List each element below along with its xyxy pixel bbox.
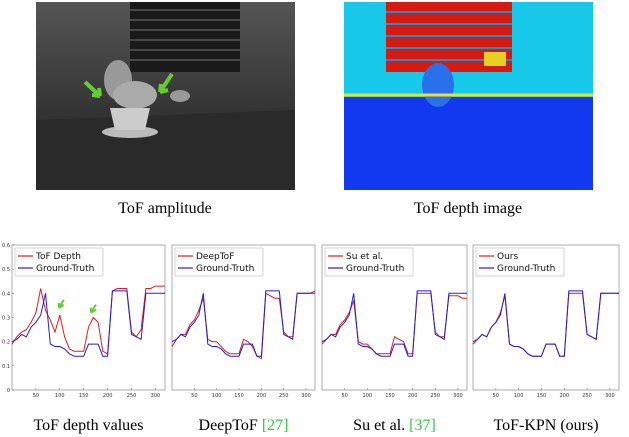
x-tick-label: 200 — [559, 393, 569, 399]
figure: ToF amplitude ToF depth image 50 100 150 20… — [0, 0, 629, 437]
legend-label: ToF Depth — [35, 252, 81, 262]
x-tick-label: 250 — [279, 393, 289, 399]
x-tick-label: 300 — [453, 393, 463, 399]
y-tick-label: 0.2 — [2, 340, 10, 346]
y-tick-label: 0.6 — [2, 243, 10, 249]
x-tick-label: 150 — [234, 393, 244, 399]
x-tick-label: 150 — [537, 393, 547, 399]
x-tick-label: 50 — [493, 393, 499, 399]
x-tick-label: 300 — [605, 393, 615, 399]
x-tick-label: 50 — [341, 393, 347, 399]
legend-label: Ground-Truth — [346, 264, 404, 274]
x-tick-label: 50 — [33, 393, 39, 399]
x-tick-label: 250 — [582, 393, 592, 399]
x-tick-label: 300 — [301, 393, 311, 399]
y-tick-label: 0.3 — [2, 316, 10, 322]
caption-text: Su et al. — [353, 417, 405, 434]
x-tick-label: 100 — [514, 393, 524, 399]
x-tick-label: 100 — [363, 393, 373, 399]
x-tick-label: 100 — [55, 393, 65, 399]
legend-label: Su et al. — [346, 252, 383, 262]
chart-caption: Su et al. [37] — [353, 417, 436, 434]
depth-image — [344, 2, 593, 190]
image-caption: ToF amplitude — [118, 200, 212, 217]
citation[interactable]: [37] — [409, 417, 436, 434]
x-tick-label: 200 — [257, 393, 267, 399]
x-tick-label: 50 — [191, 393, 197, 399]
legend-label: Ours — [497, 252, 518, 262]
x-tick-label: 250 — [127, 393, 137, 399]
image-caption: ToF depth image — [414, 200, 522, 217]
x-tick-label: 300 — [151, 393, 161, 399]
y-tick-label: 0 — [7, 388, 10, 394]
chart-caption: ToF-KPN (ours) — [493, 417, 598, 434]
caption-text: ToF-KPN (ours) — [493, 417, 598, 434]
caption-text: ToF depth values — [34, 417, 144, 434]
legend-label: Ground-Truth — [497, 264, 555, 274]
caption-text: DeepToF — [199, 417, 258, 434]
x-tick-label: 150 — [79, 393, 89, 399]
y-tick-label: 0.5 — [2, 267, 10, 273]
chart-caption: DeepToF [27] — [199, 417, 289, 434]
legend-label: Ground-Truth — [196, 264, 254, 274]
x-tick-label: 200 — [103, 393, 113, 399]
x-tick-label: 250 — [431, 393, 441, 399]
x-tick-label: 100 — [212, 393, 222, 399]
legend-label: Ground-Truth — [36, 264, 94, 274]
amplitude-image — [36, 2, 295, 190]
y-tick-label: 0.4 — [2, 291, 10, 297]
y-tick-label: 0.1 — [2, 364, 10, 370]
x-tick-label: 200 — [408, 393, 418, 399]
citation[interactable]: [27] — [262, 417, 289, 434]
chart-caption: ToF depth values — [34, 417, 144, 434]
legend-label: DeepToF — [196, 252, 234, 262]
x-tick-label: 150 — [385, 393, 395, 399]
